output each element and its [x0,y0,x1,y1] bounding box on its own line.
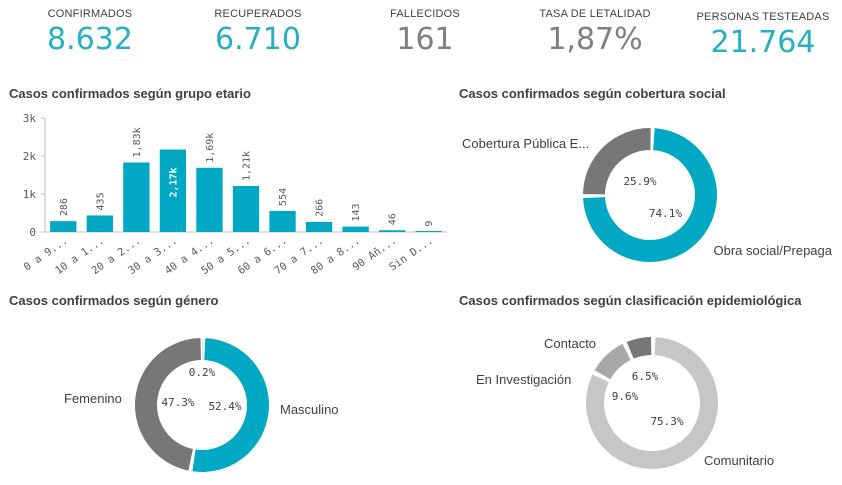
kpi-label: RECUPERADOS [214,8,302,20]
kpi-value: 21.764 [710,25,816,60]
bar[interactable] [50,221,77,232]
slice-category-label: Femenino [64,391,122,406]
epi-donut-chart: 75.3% 9.6% 6.5% Comunitario En Investigación… [476,336,774,469]
bar[interactable] [269,210,296,232]
gender-donut-chart: 52.4% 47.3% 0.2% Masculino Femenino [64,338,339,472]
age-chart-title: Casos confirmados según grupo etario [9,86,251,101]
kpi-label: TASA DE LETALIDAD [539,8,651,20]
bar[interactable] [232,186,260,232]
bar-data-label: 143 [351,204,362,222]
slice-category-label: Comunitario [704,453,774,468]
bar-data-label: 9 [424,221,435,227]
gender-chart-title: Casos confirmados según género [9,293,219,308]
kpi-fallecidos: FALLECIDOS 161 [360,8,490,58]
y-tick-label: 2k [23,150,37,163]
kpi-value: 8.632 [47,22,133,57]
coverage-chart-title: Casos confirmados según cobertura social [459,86,726,101]
bar-data-label: 554 [278,188,289,206]
bar-data-label: 1,83k [132,127,143,157]
slice-category-label: Obra social/Prepaga [713,243,832,258]
kpi-label: CONFIRMADOS [47,8,133,20]
donut-slice[interactable] [192,338,269,472]
kpi-confirmados: CONFIRMADOS 8.632 [25,8,155,58]
coverage-donut-chart: 74.1% 25.9% Obra social/Prepaga Cobertura P… [462,128,833,262]
bar-data-label: 1,69k [205,133,216,163]
bar-data-label: 1,21k [242,151,253,181]
slice-pct-label: 47.3% [161,396,194,409]
bar-data-label: 286 [59,198,70,216]
slice-pct-label: 25.9% [623,175,656,188]
kpi-value: 1,87% [547,22,643,57]
kpi-value: 6.710 [215,22,301,57]
kpi-tasa-letalidad: TASA DE LETALIDAD 1,87% [520,8,670,58]
y-tick-label: 3k [23,112,37,125]
bar[interactable] [379,230,406,232]
donut-slice[interactable] [202,338,204,361]
slice-pct-label: 74.1% [649,207,682,220]
y-tick-label: 1k [23,188,37,201]
bar-data-label: 266 [315,199,326,217]
y-tick-label: 0 [29,226,36,239]
bar[interactable] [123,162,150,232]
slice-category-label: En Investigación [476,372,571,387]
bar-data-label: 435 [95,192,106,210]
kpi-recuperados: RECUPERADOS 6.710 [193,8,323,58]
kpi-personas-testeadas: PERSONAS TESTEADAS 21.764 [688,11,838,61]
slice-pct-label: 0.2% [189,366,216,379]
donut-slice[interactable] [594,343,631,380]
donut-slice[interactable] [583,128,717,262]
kpi-value: 161 [396,22,454,57]
bar[interactable] [342,226,369,232]
donut-slice[interactable] [583,128,651,195]
slice-pct-label: 75.3% [650,415,683,428]
bar-data-label: 2,17k [168,167,179,197]
bar[interactable] [86,215,113,232]
slice-category-label: Cobertura Pública E... [462,136,589,151]
kpi-label: PERSONAS TESTEADAS [696,11,830,23]
donut-slice[interactable] [135,338,201,471]
kpi-label: FALLECIDOS [390,8,460,20]
slice-pct-label: 9.6% [612,390,639,403]
slice-category-label: Masculino [280,402,339,417]
bar[interactable] [159,149,187,232]
epi-chart-title: Casos confirmados según clasificación ep… [459,293,802,308]
bar[interactable] [415,231,442,232]
bar[interactable] [305,221,333,232]
bar-data-label: 46 [388,213,399,225]
donut-slice[interactable] [626,337,652,359]
slice-category-label: Contacto [544,336,596,351]
slice-pct-label: 52.4% [208,400,241,413]
slice-pct-label: 6.5% [632,370,659,383]
bar[interactable] [196,167,223,232]
